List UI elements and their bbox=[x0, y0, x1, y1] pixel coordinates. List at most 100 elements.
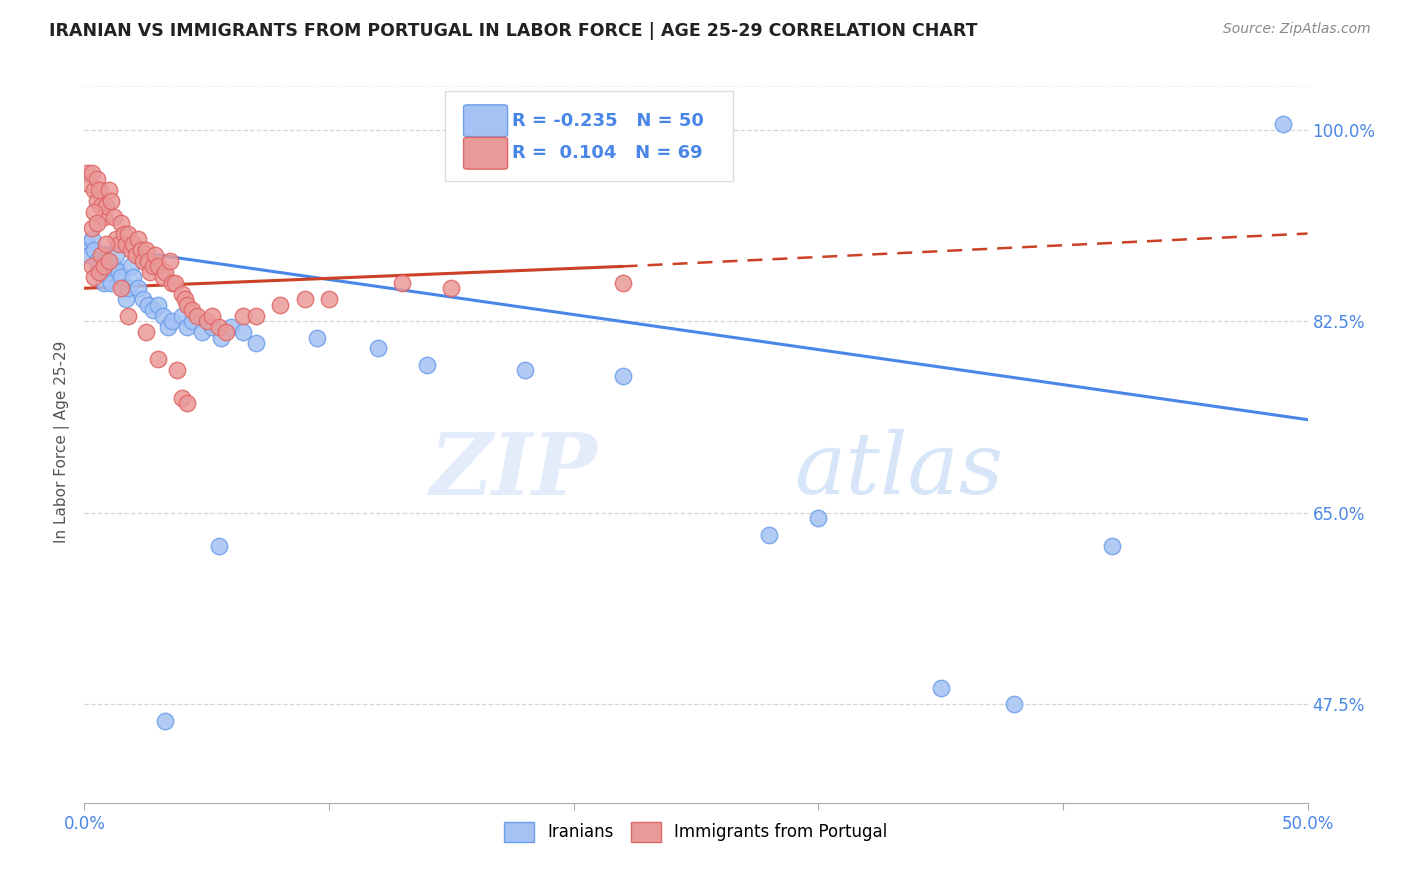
Point bbox=[107, 237, 129, 252]
Point bbox=[146, 352, 169, 367]
Text: R =  0.104   N = 69: R = 0.104 N = 69 bbox=[513, 145, 703, 162]
Point bbox=[110, 270, 132, 285]
Point bbox=[86, 253, 108, 268]
Point bbox=[127, 232, 149, 246]
Point bbox=[136, 298, 159, 312]
Legend: Iranians, Immigrants from Portugal: Iranians, Immigrants from Portugal bbox=[498, 815, 894, 848]
Point bbox=[117, 281, 139, 295]
Point bbox=[86, 194, 108, 208]
Point bbox=[77, 248, 100, 262]
Point bbox=[105, 248, 128, 262]
Point bbox=[136, 253, 159, 268]
Point bbox=[97, 183, 120, 197]
Point bbox=[232, 309, 254, 323]
Point bbox=[245, 336, 267, 351]
Point bbox=[200, 309, 222, 323]
Point bbox=[176, 396, 198, 410]
Point bbox=[93, 260, 115, 274]
Point bbox=[93, 210, 115, 224]
Text: ZIP: ZIP bbox=[430, 429, 598, 512]
Point bbox=[294, 292, 316, 306]
Point bbox=[416, 358, 439, 372]
Point bbox=[125, 248, 148, 262]
Point bbox=[153, 714, 176, 728]
Y-axis label: In Labor Force | Age 25-29: In Labor Force | Age 25-29 bbox=[55, 341, 70, 542]
Point bbox=[87, 183, 110, 197]
Point bbox=[90, 248, 112, 262]
Point bbox=[97, 265, 120, 279]
Point bbox=[77, 178, 100, 192]
Point bbox=[305, 330, 328, 344]
Point bbox=[172, 309, 194, 323]
Point bbox=[142, 260, 165, 274]
Point bbox=[112, 227, 135, 241]
Point bbox=[135, 243, 157, 257]
Point bbox=[166, 363, 188, 377]
Point bbox=[96, 237, 118, 252]
Point bbox=[152, 309, 174, 323]
Point bbox=[80, 232, 103, 246]
Point bbox=[245, 309, 267, 323]
Point bbox=[96, 253, 118, 268]
Point bbox=[367, 342, 389, 356]
Point bbox=[132, 292, 155, 306]
Point bbox=[122, 270, 145, 285]
Point bbox=[232, 325, 254, 339]
Point bbox=[86, 171, 108, 186]
Point bbox=[612, 368, 634, 383]
Point bbox=[83, 183, 105, 197]
Point bbox=[152, 270, 174, 285]
Point bbox=[139, 265, 162, 279]
Point bbox=[107, 265, 129, 279]
Point bbox=[120, 260, 142, 274]
Point bbox=[156, 319, 179, 334]
Point bbox=[115, 292, 138, 306]
Point bbox=[929, 681, 952, 695]
Point bbox=[172, 286, 194, 301]
Point bbox=[135, 325, 157, 339]
Point bbox=[127, 281, 149, 295]
Point bbox=[391, 276, 413, 290]
Point bbox=[186, 309, 208, 323]
Point bbox=[142, 303, 165, 318]
Point bbox=[80, 166, 103, 180]
Point bbox=[120, 243, 142, 257]
Point bbox=[105, 232, 128, 246]
Point bbox=[181, 303, 204, 318]
Point bbox=[191, 325, 214, 339]
Point bbox=[129, 243, 152, 257]
Text: R = -0.235   N = 50: R = -0.235 N = 50 bbox=[513, 112, 704, 129]
Point bbox=[208, 319, 231, 334]
Point bbox=[269, 298, 291, 312]
Point bbox=[146, 260, 169, 274]
Point bbox=[181, 314, 204, 328]
Point bbox=[110, 216, 132, 230]
Point bbox=[90, 199, 112, 213]
Point bbox=[807, 511, 830, 525]
Point bbox=[115, 237, 138, 252]
Point bbox=[318, 292, 340, 306]
Point bbox=[143, 248, 166, 262]
Point bbox=[112, 281, 135, 295]
Point bbox=[1101, 539, 1123, 553]
Point bbox=[159, 253, 181, 268]
Point bbox=[117, 309, 139, 323]
Point bbox=[117, 227, 139, 241]
Point bbox=[103, 260, 125, 274]
Point bbox=[110, 281, 132, 295]
Point bbox=[80, 221, 103, 235]
Point bbox=[176, 319, 198, 334]
Point bbox=[100, 276, 122, 290]
Point bbox=[83, 243, 105, 257]
Point bbox=[1002, 698, 1025, 712]
Point bbox=[87, 265, 110, 279]
Point bbox=[86, 216, 108, 230]
Point bbox=[1272, 117, 1295, 131]
Point bbox=[87, 260, 110, 274]
Point bbox=[153, 265, 176, 279]
FancyBboxPatch shape bbox=[464, 137, 508, 169]
Point bbox=[83, 270, 105, 285]
Point bbox=[219, 319, 242, 334]
Point bbox=[100, 194, 122, 208]
Point bbox=[513, 363, 536, 377]
